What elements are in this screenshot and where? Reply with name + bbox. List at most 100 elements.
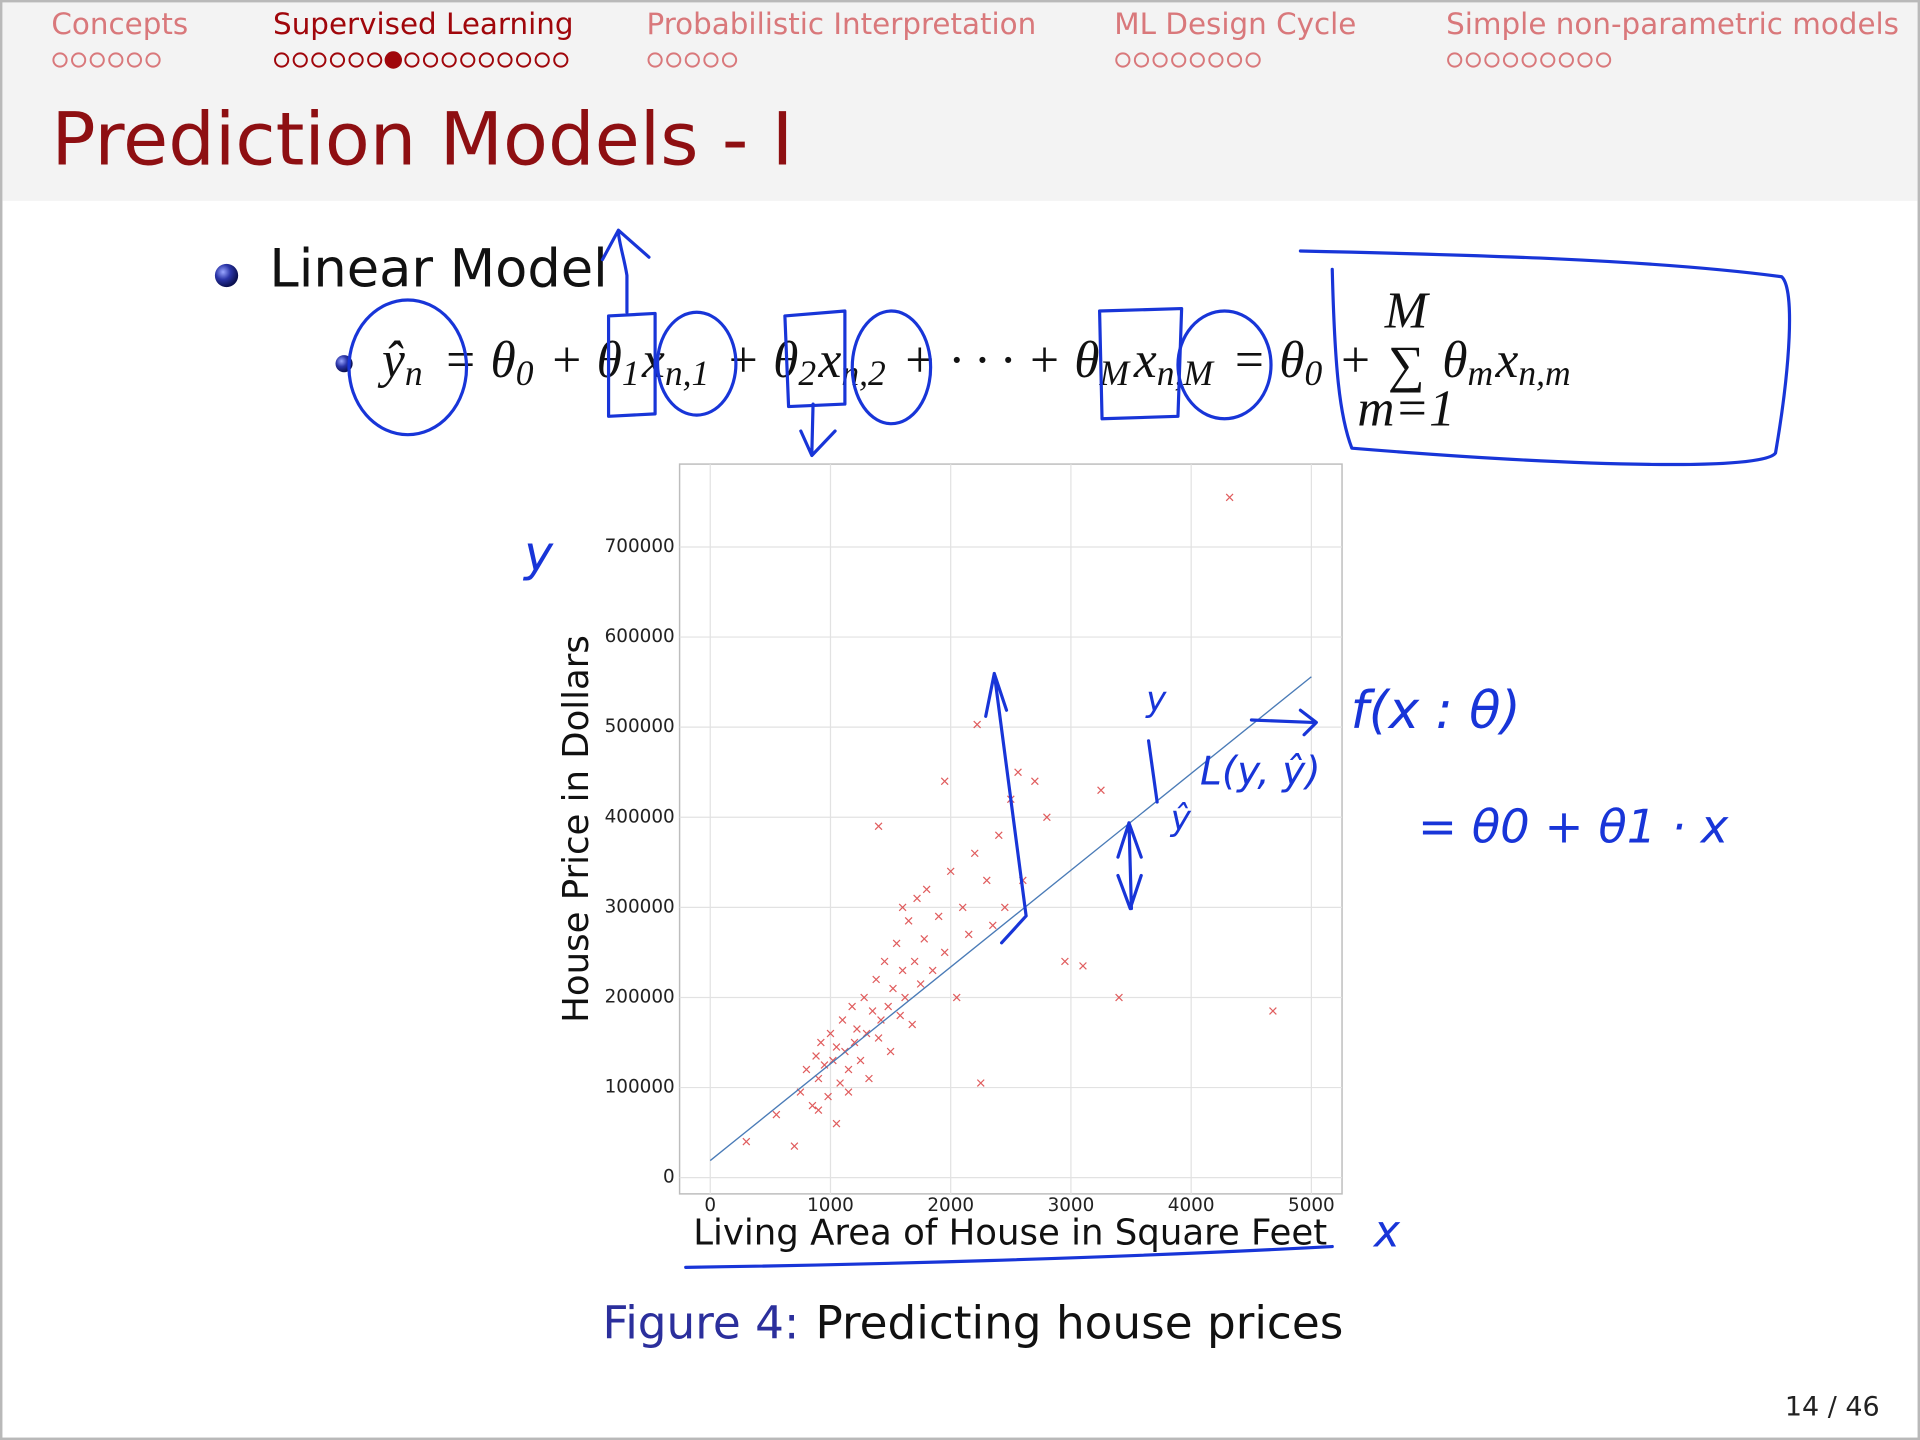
nav-section: Probabilistic Interpretation <box>647 7 1037 41</box>
x-tick-label: 1000 <box>807 1195 854 1216</box>
scatter-point <box>970 849 979 858</box>
nav-frame-dot <box>292 52 308 68</box>
handwritten-note: = θ0 + θ1 · x <box>1418 800 1729 854</box>
scatter-point <box>860 993 869 1002</box>
scatter-point <box>824 1092 832 1101</box>
y-tick-label: 600000 <box>605 626 675 647</box>
scatter-point <box>896 1011 905 1020</box>
nav-frame-dot <box>52 52 68 68</box>
formula-sub: n,1 <box>665 353 709 393</box>
scatter-point <box>964 930 973 939</box>
scatter-point <box>973 720 982 729</box>
nav-frame-dot <box>1558 52 1574 68</box>
nav-frame-dot <box>460 52 476 68</box>
scatter-point <box>865 1074 873 1083</box>
scatter-point <box>913 894 921 903</box>
formula-sub: M <box>1098 353 1131 393</box>
ink-circle <box>347 298 469 437</box>
scatter-point <box>910 957 919 966</box>
nav-frame-dot <box>71 52 87 68</box>
ink-arrow <box>1116 739 1159 911</box>
scatter-point <box>920 935 929 943</box>
nav-frame-dot <box>404 52 420 68</box>
x-tick-label: 3000 <box>1048 1195 1095 1216</box>
formula-main: + · · · + θ <box>889 332 1099 389</box>
header-band <box>2 2 1918 201</box>
formula-sum-under: m=1 <box>1357 381 1455 438</box>
nav-frame-dot <box>441 52 457 68</box>
scatter-point <box>1079 962 1087 970</box>
ink-box <box>1298 249 1792 467</box>
handwritten-note: ŷ <box>1170 799 1192 839</box>
scatter-point <box>1061 957 1069 966</box>
formula-main: = θ <box>1219 332 1305 389</box>
nav-frame-dot <box>89 52 105 68</box>
nav-frame-dot <box>647 52 663 68</box>
formula-sub: m <box>1467 353 1493 393</box>
formula-term: + · · · + θM <box>889 332 1131 394</box>
scatter-point <box>940 948 949 957</box>
nav-frame-dot <box>497 52 513 68</box>
nav-frame-dot <box>348 52 364 68</box>
x-axis-label: Living Area of House in Square Feet <box>693 1212 1327 1253</box>
nav-section: Simple non-parametric models <box>1446 7 1899 41</box>
formula-term: ŷn <box>377 332 423 394</box>
nav-frame-dot <box>311 52 327 68</box>
nav-frame-dot <box>274 52 290 68</box>
ink-circle <box>1176 309 1273 421</box>
formula-term: xn,M <box>1133 332 1215 394</box>
formula-sub: 2 <box>798 353 816 393</box>
formula-sub: 1 <box>622 353 640 393</box>
nav-section: Concepts <box>51 7 188 41</box>
scatter-point <box>922 885 931 894</box>
handwritten-note: y <box>522 526 554 583</box>
bullet-marker <box>214 263 239 288</box>
ink-arrow <box>1249 708 1318 737</box>
handwritten-note: y <box>1145 680 1167 720</box>
scatter-point <box>772 1110 781 1119</box>
scatter-point <box>812 1052 820 1060</box>
nav-frame-dot <box>1484 52 1500 68</box>
scatter-point <box>850 1038 859 1047</box>
scatter-point <box>1014 768 1022 777</box>
formula-main: x <box>1495 332 1519 389</box>
scatter-point <box>808 1101 817 1110</box>
y-tick-label: 400000 <box>605 806 675 827</box>
nav-frame-dot <box>1115 52 1131 68</box>
scatter-point <box>790 1142 799 1150</box>
scatter-point <box>848 1002 856 1011</box>
formula-term: + θ2 <box>713 332 816 394</box>
scatter-point <box>928 966 937 975</box>
formula-main: θ <box>1429 332 1467 389</box>
scatter-point <box>916 980 925 988</box>
formula-sub: n <box>405 353 423 393</box>
y-tick-label: 500000 <box>605 716 675 737</box>
nav-frame-dot <box>666 52 682 68</box>
formula-sub: 0 <box>516 353 534 393</box>
nav-frame-dot <box>721 52 738 68</box>
nav-frame-dot <box>145 52 161 68</box>
scatter-point <box>874 1034 883 1042</box>
nav-frame-dot <box>367 52 383 68</box>
x-tick-label: 0 <box>704 1195 716 1216</box>
handwritten-note: x <box>1372 1206 1401 1257</box>
scatter-point <box>952 993 961 1002</box>
nav-frame-dot <box>684 52 700 68</box>
scatter-point <box>844 1065 853 1074</box>
y-tick-label: 100000 <box>605 1077 675 1098</box>
nav-frame-dot <box>1595 52 1612 68</box>
scatter-point <box>874 822 883 831</box>
ink-box <box>1098 306 1184 421</box>
formula-sub: n,M <box>1157 353 1216 393</box>
formula-term: xn,m <box>1495 332 1571 394</box>
scatter-point <box>832 1119 841 1128</box>
y-tick-label: 300000 <box>605 896 675 917</box>
nav-frame-dot <box>422 52 439 68</box>
scatter-point <box>946 867 955 876</box>
nav-frame-dot <box>478 52 494 68</box>
nav-frame-dot <box>534 52 550 68</box>
scatter-point <box>836 1079 844 1087</box>
scatter-point <box>880 957 889 966</box>
nav-frame-dot <box>703 52 719 68</box>
